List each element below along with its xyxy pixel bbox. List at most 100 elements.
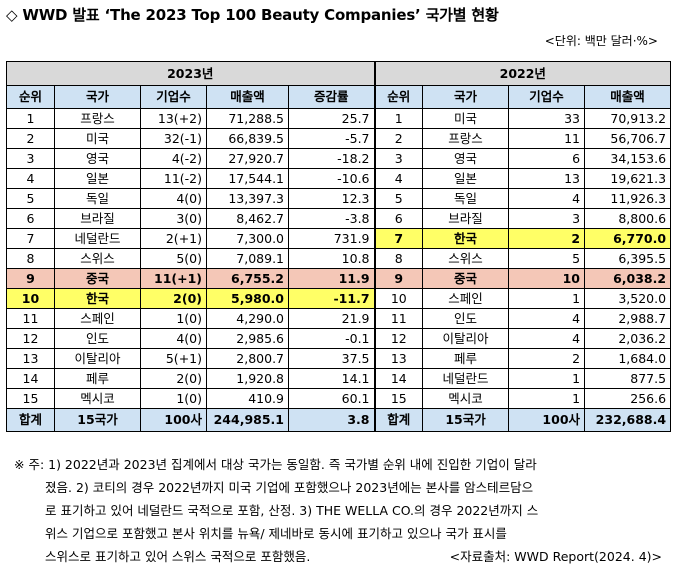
country-2022-cell: 멕시코 [422, 388, 510, 409]
rank-2022-cell: 7 [373, 228, 424, 249]
country-2023-cell: 멕시코 [54, 388, 141, 409]
sales-2023-cell: 66,839.5 [206, 128, 289, 149]
sales-2023-cell: 17,544.1 [206, 168, 289, 189]
sales-2022-cell: 56,706.7 [584, 128, 672, 149]
companies-2022-cell: 1 [508, 368, 586, 389]
sales-2022-cell: 1,684.0 [584, 348, 672, 369]
growth-2023-cell: 10.8 [287, 248, 376, 269]
total-country-2023: 15국가 [54, 408, 141, 432]
sales-2022-cell: 70,913.2 [584, 108, 672, 129]
country-2022-cell: 일본 [422, 168, 510, 189]
companies-2023-cell: 11(-2) [140, 168, 207, 189]
rank-2022-cell: 9 [373, 268, 424, 289]
growth-2023-cell: -11.7 [287, 288, 376, 309]
total-label-2023: 합계 [6, 408, 55, 432]
rank-2023-cell: 11 [6, 308, 55, 329]
unit-label: <단위: 백만 달러·%> [544, 34, 658, 48]
total-sales-2022: 232,688.4 [584, 408, 672, 432]
country-2022-cell: 독일 [422, 188, 510, 209]
country-2023-cell: 페루 [54, 368, 141, 389]
companies-2023-cell: 1(0) [140, 388, 207, 409]
rank-2023-cell: 8 [6, 248, 55, 269]
table-row: 6 브라질 3(0) 8,462.7 -3.8 6 브라질 3 8,800.6 [6, 208, 672, 229]
group-2023-header: 2023년 [5, 61, 376, 86]
country-2022-cell: 브라질 [422, 208, 510, 229]
country-2023-cell: 일본 [54, 168, 141, 189]
sales-2023-cell: 2,985.6 [206, 328, 289, 349]
sales-2023-cell: 4,290.0 [206, 308, 289, 329]
rank-2022-cell: 10 [373, 288, 424, 309]
country-ranking-table: 2023년 2022년 순위 국가 기업수 매출액 증감률 순위 국가 기업수 … [5, 61, 672, 432]
footnotes: ※ 주: 1) 2022년과 2023년 집계에서 대상 국가는 동일함. 즉 … [14, 453, 674, 568]
country-2022-cell: 프랑스 [422, 128, 510, 149]
companies-2022-cell: 33 [508, 108, 586, 129]
companies-2023-cell: 1(0) [140, 308, 207, 329]
rank-2023-cell: 12 [6, 328, 55, 349]
growth-2023-cell: -3.8 [287, 208, 376, 229]
rank-2023-cell: 13 [6, 348, 55, 369]
country-2022-cell: 네덜란드 [422, 368, 510, 389]
companies-2023-cell: 5(0) [140, 248, 207, 269]
companies-2023-cell: 4(0) [140, 188, 207, 209]
growth-2023-cell: 25.7 [287, 108, 376, 129]
source-citation: <자료출처: WWD Report(2024. 4)> [449, 549, 662, 564]
rank-2023-cell: 15 [6, 388, 55, 409]
companies-2022-cell: 1 [508, 288, 586, 309]
table-row: 2 미국 32(-1) 66,839.5 -5.7 2 프랑스 11 56,706.7 [6, 128, 672, 149]
footnote-line: 졌음. 2) 코티의 경우 2022년까지 미국 기업에 포함했으나 2023년… [45, 480, 534, 495]
companies-2023-cell: 11(+1) [140, 268, 207, 289]
companies-2023-cell: 2(0) [140, 368, 207, 389]
companies-2022-cell: 6 [508, 148, 586, 169]
sales-2023-cell: 6,755.2 [206, 268, 289, 289]
group-2022-header: 2022년 [373, 61, 672, 86]
companies-2022-cell: 11 [508, 128, 586, 149]
table-row: 3 영국 4(-2) 27,920.7 -18.2 3 영국 6 34,153.6 [6, 148, 672, 169]
companies-2022-cell: 4 [508, 188, 586, 209]
country-2022-cell: 스페인 [422, 288, 510, 309]
rank-2023-cell: 10 [6, 288, 55, 309]
growth-2023-cell: 11.9 [287, 268, 376, 289]
country-2023-cell: 영국 [54, 148, 141, 169]
rank-2022-cell: 13 [373, 348, 424, 369]
table-row: 13 이탈리아 5(+1) 2,800.7 37.5 13 페루 2 1,684.0 [6, 348, 672, 369]
header-country-2022: 국가 [422, 85, 510, 109]
companies-2022-cell: 1 [508, 388, 586, 409]
rank-2022-cell: 1 [373, 108, 424, 129]
total-growth-2023: 3.8 [287, 408, 376, 432]
rank-2023-cell: 3 [6, 148, 55, 169]
total-sales-2023: 244,985.1 [206, 408, 289, 432]
companies-2022-cell: 13 [508, 168, 586, 189]
growth-2023-cell: 60.1 [287, 388, 376, 409]
country-2023-cell: 독일 [54, 188, 141, 209]
table-row: 12 인도 4(0) 2,985.6 -0.1 12 이탈리아 4 2,036.2 [6, 328, 672, 349]
sales-2022-cell: 3,520.0 [584, 288, 672, 309]
companies-2023-cell: 2(+1) [140, 228, 207, 249]
table-row: 9 중국 11(+1) 6,755.2 11.9 9 중국 10 6,038.2 [6, 268, 672, 289]
country-2022-cell: 중국 [422, 268, 510, 289]
country-2022-cell: 영국 [422, 148, 510, 169]
header-sales-2022: 매출액 [584, 85, 672, 109]
growth-2023-cell: -18.2 [287, 148, 376, 169]
rank-2022-cell: 15 [373, 388, 424, 409]
country-2022-cell: 스위스 [422, 248, 510, 269]
rank-2022-cell: 2 [373, 128, 424, 149]
table-row: 11 스페인 1(0) 4,290.0 21.9 11 인도 4 2,988.7 [6, 308, 672, 329]
total-companies-2023: 100사 [140, 408, 207, 432]
rank-2023-cell: 1 [6, 108, 55, 129]
header-rank-2023: 순위 [6, 85, 55, 109]
rank-2023-cell: 5 [6, 188, 55, 209]
total-country-2022: 15국가 [422, 408, 510, 432]
rank-2023-cell: 14 [6, 368, 55, 389]
rank-2023-cell: 4 [6, 168, 55, 189]
table-row: 15 멕시코 1(0) 410.9 60.1 15 멕시코 1 256.6 [6, 388, 672, 409]
sales-2022-cell: 877.5 [584, 368, 672, 389]
sales-2022-cell: 6,770.0 [584, 228, 672, 249]
companies-2023-cell: 3(0) [140, 208, 207, 229]
growth-2023-cell: 12.3 [287, 188, 376, 209]
companies-2022-cell: 5 [508, 248, 586, 269]
growth-2023-cell: -0.1 [287, 328, 376, 349]
growth-2023-cell: 37.5 [287, 348, 376, 369]
country-2022-cell: 한국 [422, 228, 510, 249]
sales-2023-cell: 410.9 [206, 388, 289, 409]
sales-2023-cell: 13,397.3 [206, 188, 289, 209]
